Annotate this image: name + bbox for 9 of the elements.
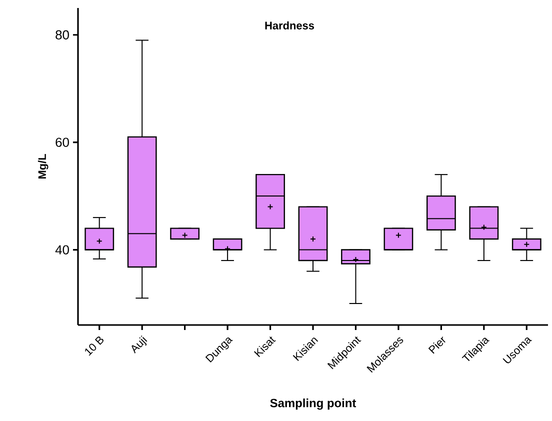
y-tick-label: 60 bbox=[56, 138, 69, 147]
x-axis-title: Sampling point bbox=[270, 398, 356, 410]
text: Hardness bbox=[265, 21, 314, 30]
y-tick-label: 40 bbox=[55, 245, 69, 254]
x-tick-label: Auji bbox=[132, 336, 148, 354]
y-tick-label: 80 bbox=[56, 30, 69, 40]
x-tick-label: Pier bbox=[428, 336, 446, 354]
x-tick-label: 10 B bbox=[85, 336, 104, 356]
y-axis-title: Mg/L bbox=[38, 154, 48, 179]
